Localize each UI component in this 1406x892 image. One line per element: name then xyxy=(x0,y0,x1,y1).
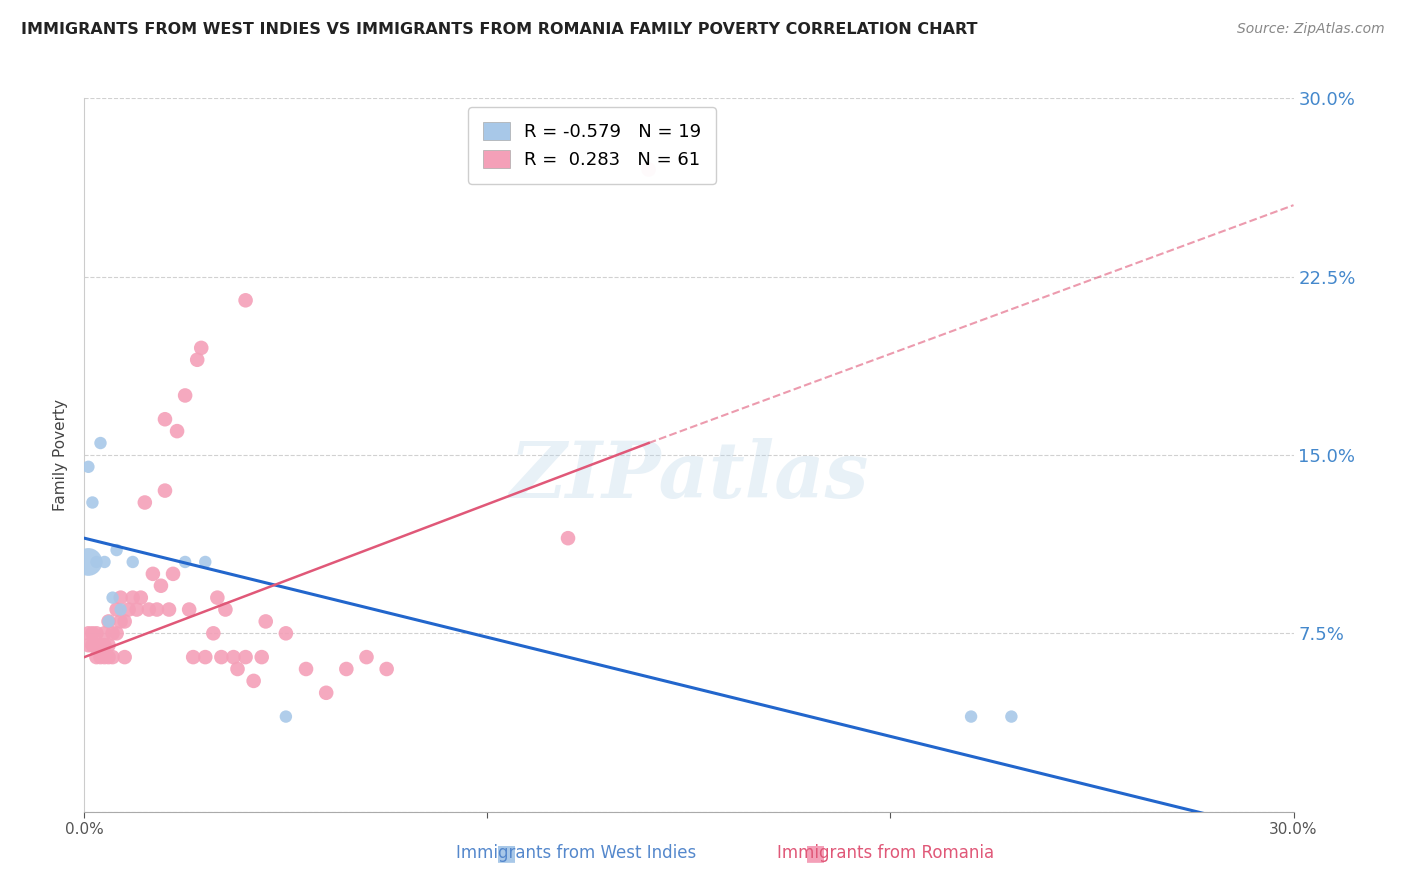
Point xyxy=(202,626,225,640)
Point xyxy=(86,555,108,569)
Point xyxy=(315,686,337,700)
Point xyxy=(557,531,579,545)
Point xyxy=(960,709,983,723)
Point xyxy=(86,638,108,652)
Text: Immigrants from Romania: Immigrants from Romania xyxy=(778,844,994,862)
Point xyxy=(194,555,217,569)
Point xyxy=(110,591,132,605)
Point xyxy=(101,591,124,605)
Point xyxy=(153,412,176,426)
Point xyxy=(181,650,204,665)
Point xyxy=(174,555,197,569)
Point xyxy=(242,673,264,688)
Point xyxy=(356,650,378,665)
Point xyxy=(110,602,132,616)
Point xyxy=(142,566,165,581)
Point xyxy=(295,662,318,676)
Point xyxy=(105,626,128,640)
Point xyxy=(235,293,257,308)
Point xyxy=(226,662,249,676)
Point xyxy=(101,650,124,665)
Point xyxy=(375,662,398,676)
Point xyxy=(114,650,136,665)
Point xyxy=(82,638,104,652)
Point xyxy=(214,602,236,616)
Text: IMMIGRANTS FROM WEST INDIES VS IMMIGRANTS FROM ROMANIA FAMILY POVERTY CORRELATIO: IMMIGRANTS FROM WEST INDIES VS IMMIGRANT… xyxy=(21,22,977,37)
Point xyxy=(1000,709,1022,723)
Point xyxy=(77,459,100,474)
Legend: R = -0.579   N = 19, R =  0.283   N = 61: R = -0.579 N = 19, R = 0.283 N = 61 xyxy=(468,107,716,184)
Point xyxy=(186,352,208,367)
Text: Source: ZipAtlas.com: Source: ZipAtlas.com xyxy=(1237,22,1385,37)
Point xyxy=(105,602,128,616)
Point xyxy=(97,650,120,665)
Point xyxy=(146,602,169,616)
Point xyxy=(114,615,136,629)
Point xyxy=(121,555,143,569)
Point xyxy=(209,650,232,665)
Point xyxy=(93,555,115,569)
Point xyxy=(77,638,100,652)
Point xyxy=(174,388,197,402)
Point xyxy=(335,662,357,676)
Point xyxy=(166,424,188,438)
Y-axis label: Family Poverty: Family Poverty xyxy=(53,399,69,511)
Point xyxy=(93,638,115,652)
Point xyxy=(179,602,201,616)
Point xyxy=(235,650,257,665)
Point xyxy=(77,626,100,640)
Point xyxy=(97,615,120,629)
Point xyxy=(274,709,297,723)
Point xyxy=(121,591,143,605)
Point xyxy=(82,495,104,509)
Text: Immigrants from West Indies: Immigrants from West Indies xyxy=(457,844,696,862)
Point xyxy=(93,626,115,640)
Point xyxy=(254,615,277,629)
Text: ■: ■ xyxy=(806,843,825,863)
Point xyxy=(274,626,297,640)
Point xyxy=(101,626,124,640)
Text: ZIPatlas: ZIPatlas xyxy=(509,438,869,515)
Point xyxy=(77,555,100,569)
Point xyxy=(190,341,212,355)
Point xyxy=(89,650,111,665)
Point xyxy=(93,650,115,665)
Point xyxy=(194,650,217,665)
Point xyxy=(89,436,111,450)
Point xyxy=(97,615,120,629)
Point xyxy=(153,483,176,498)
Point xyxy=(207,591,229,605)
Point xyxy=(637,162,659,177)
Point xyxy=(157,602,180,616)
Point xyxy=(105,543,128,558)
Point xyxy=(149,579,172,593)
Text: ■: ■ xyxy=(496,843,516,863)
Point xyxy=(118,602,141,616)
Point xyxy=(86,650,108,665)
Point xyxy=(134,495,156,509)
Point xyxy=(82,626,104,640)
Point xyxy=(129,591,152,605)
Point xyxy=(222,650,245,665)
Point xyxy=(250,650,273,665)
Point xyxy=(97,638,120,652)
Point xyxy=(110,615,132,629)
Point xyxy=(86,626,108,640)
Point xyxy=(162,566,184,581)
Point xyxy=(89,638,111,652)
Point xyxy=(138,602,160,616)
Point xyxy=(125,602,148,616)
